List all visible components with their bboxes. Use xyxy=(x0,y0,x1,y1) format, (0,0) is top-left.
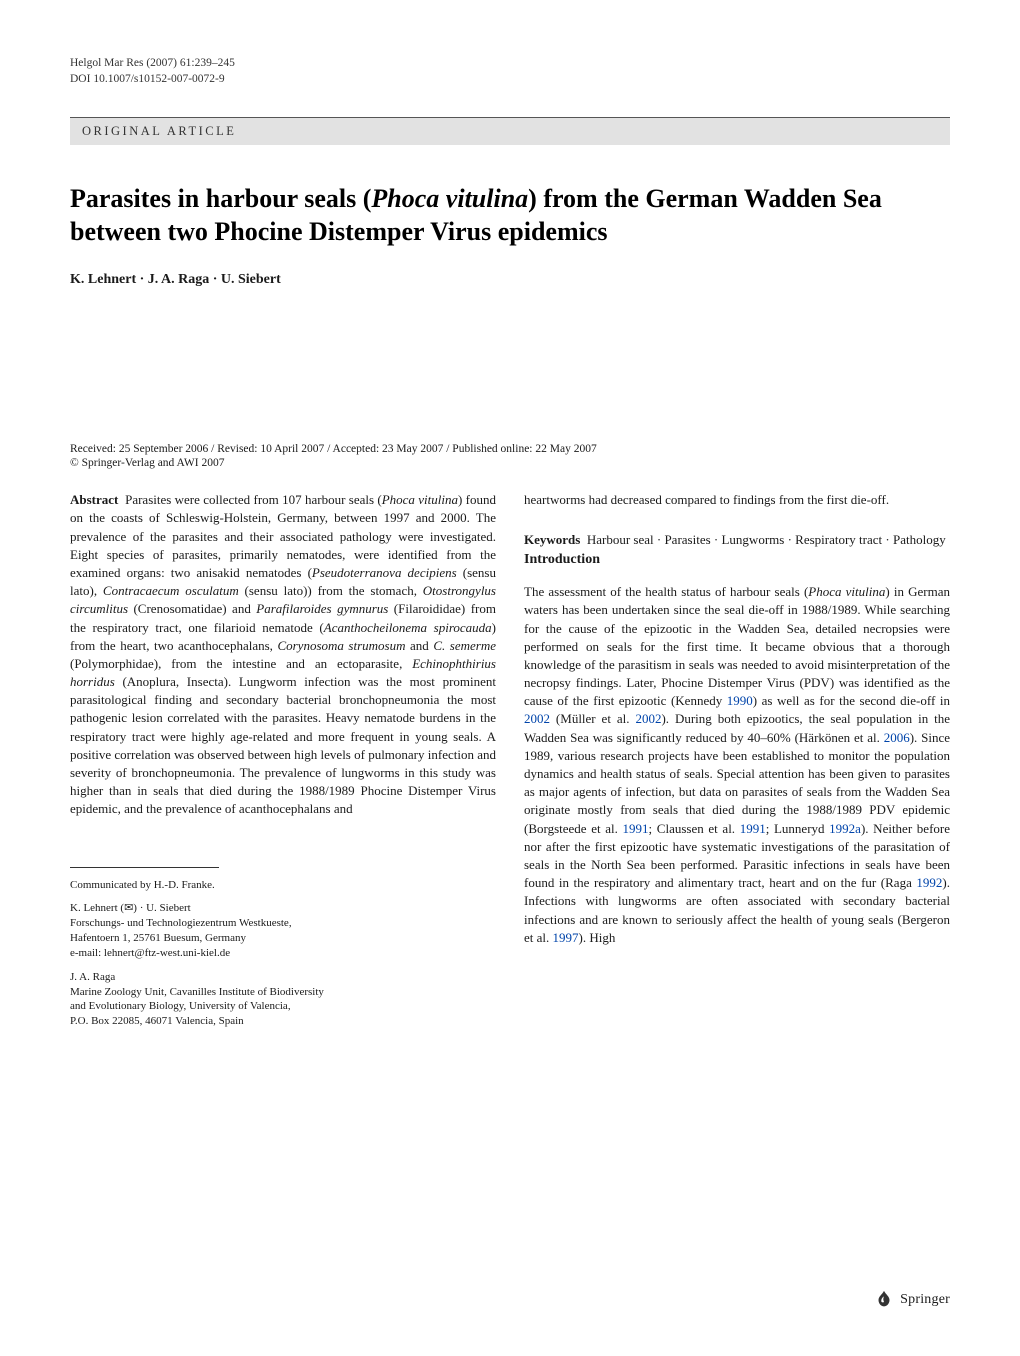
abstract-label: Abstract xyxy=(70,492,118,507)
affil1-line1: K. Lehnert (✉) · U. Siebert xyxy=(70,902,191,914)
abstract-body: Parasites were collected from 107 harbou… xyxy=(70,492,496,816)
springer-text: Springer xyxy=(900,1292,950,1308)
abstract-paragraph: Abstract Parasites were collected from 1… xyxy=(70,491,496,818)
affiliation-1: K. Lehnert (✉) · U. Siebert Forschungs- … xyxy=(70,901,496,960)
title-species: Phoca vitulina xyxy=(371,184,528,213)
affil2-line2: Marine Zoology Unit, Cavanilles Institut… xyxy=(70,986,324,998)
received-line: Received: 25 September 2006 / Revised: 1… xyxy=(70,443,950,455)
springer-logo-icon xyxy=(873,1289,895,1311)
intro-heading: Introduction xyxy=(524,550,950,570)
communicated-by: Communicated by H.-D. Franke. xyxy=(70,878,496,893)
copyright-line: © Springer-Verlag and AWI 2007 xyxy=(70,457,950,469)
affil2-line1: J. A. Raga xyxy=(70,971,115,983)
footnote-block: Communicated by H.-D. Franke. K. Lehnert… xyxy=(70,878,496,1030)
affil2-line3: and Evolutionary Biology, University of … xyxy=(70,1000,291,1012)
journal-ref: Helgol Mar Res (2007) 61:239–245 xyxy=(70,55,950,71)
affil1-line4: e-mail: lehnert@ftz-west.uni-kiel.de xyxy=(70,947,230,959)
article-type-bar: ORIGINAL ARTICLE xyxy=(70,117,950,145)
affil2-line4: P.O. Box 22085, 46071 Valencia, Spain xyxy=(70,1015,244,1027)
affil1-line3: Hafentoern 1, 25761 Buesum, Germany xyxy=(70,932,246,944)
title-part1: Parasites in harbour seals ( xyxy=(70,184,371,213)
abstract-tail: heartworms had decreased compared to fin… xyxy=(524,491,950,509)
intro-body: The assessment of the health status of h… xyxy=(524,583,950,947)
authors: K. Lehnert · J. A. Raga · U. Siebert xyxy=(70,272,950,288)
footnote-divider xyxy=(70,867,219,868)
right-column: heartworms had decreased compared to fin… xyxy=(524,491,950,1038)
article-title: Parasites in harbour seals (Phoca vituli… xyxy=(70,183,950,248)
left-column: Abstract Parasites were collected from 1… xyxy=(70,491,496,1038)
two-column-body: Abstract Parasites were collected from 1… xyxy=(70,491,950,1038)
keywords-body: Harbour seal · Parasites · Lungworms · R… xyxy=(587,532,946,547)
affiliation-2: J. A. Raga Marine Zoology Unit, Cavanill… xyxy=(70,970,496,1029)
header-meta: Helgol Mar Res (2007) 61:239–245 DOI 10.… xyxy=(70,55,950,87)
article-type-label: ORIGINAL ARTICLE xyxy=(82,124,236,138)
keywords-row: Keywords Harbour seal · Parasites · Lung… xyxy=(524,531,950,549)
springer-footer: Springer xyxy=(873,1289,950,1311)
doi: DOI 10.1007/s10152-007-0072-9 xyxy=(70,71,950,87)
keywords-label: Keywords xyxy=(524,532,580,547)
affil1-line2: Forschungs- und Technologiezentrum Westk… xyxy=(70,917,292,929)
